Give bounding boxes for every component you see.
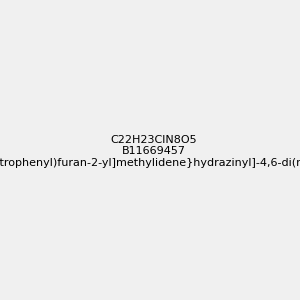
Text: C22H23ClN8O5
B11669457
2-[(2E)-2-{[5-(2-chloro-5-nitrophenyl)furan-2-yl]methylid: C22H23ClN8O5 B11669457 2-[(2E)-2-{[5-(2-… — [0, 135, 300, 168]
